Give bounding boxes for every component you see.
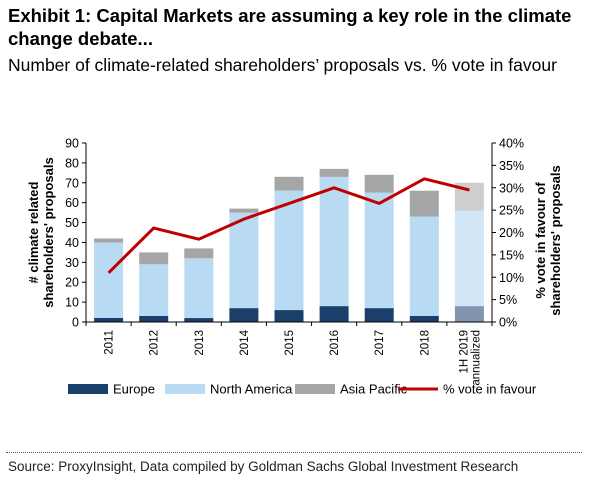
y-right-tick-label-4: 20% (499, 226, 524, 240)
bar-europe-0 (94, 318, 124, 322)
x-tick-label-6: 2017 (374, 330, 386, 356)
bar-asia-pacific-6 (364, 174, 394, 193)
y-left-tick-label-5: 50 (65, 216, 79, 230)
y-left-tick-label-8: 80 (65, 156, 79, 170)
bar-asia-pacific-7 (409, 190, 439, 217)
legend-label-0: Europe (113, 382, 155, 397)
legend-swatch-2 (295, 384, 335, 394)
bar-asia-pacific-4 (274, 176, 304, 191)
y-left-tick-label-0: 0 (72, 316, 79, 330)
y-right-tick-label-2: 10% (499, 271, 524, 285)
bar-north-america-7 (409, 216, 439, 316)
y-left-tick-label-2: 20 (65, 276, 79, 290)
y-right-tick-label-0: 0% (499, 316, 517, 330)
chart-title: Exhibit 1: Capital Markets are assuming … (8, 5, 572, 49)
y-axis-right-title: % vote in favour ofshareholders' proposa… (533, 165, 563, 315)
bar-asia-pacific-0 (94, 238, 124, 243)
y-right-tick-label-5: 25% (499, 204, 524, 218)
x-tick-label-5: 2016 (329, 330, 341, 356)
legend: Europe North America Asia Pacific % vote in… (68, 382, 537, 397)
bar-europe-4 (274, 310, 304, 322)
bar-north-america-1 (139, 264, 169, 316)
y-right-tick-label-3: 15% (499, 248, 524, 262)
y-left-tick-label-9: 90 (65, 137, 79, 151)
x-tick-label-0: 2011 (104, 330, 116, 355)
bar-europe-6 (364, 308, 394, 322)
legend-swatch-0 (68, 384, 108, 394)
legend-label-3: % vote in favour (443, 382, 537, 397)
bar-north-america-0 (94, 242, 124, 318)
legend-label-1: North America (210, 382, 293, 397)
x-tick-label-8: 1H 2019annualized (458, 330, 482, 386)
y-right-tick-label-8: 40% (499, 137, 524, 151)
bar-asia-pacific-2 (184, 248, 214, 259)
x-tick-label-2: 2013 (194, 330, 206, 356)
bar-north-america-6 (364, 192, 394, 309)
bar-europe-1 (139, 316, 169, 322)
bar-north-america-4 (274, 190, 304, 310)
bar-north-america-8 (454, 210, 484, 307)
bar-north-america-2 (184, 258, 214, 319)
x-tick-label-1: 2012 (149, 330, 161, 356)
legend-label-2: Asia Pacific (340, 382, 408, 397)
y-left-tick-label-4: 40 (65, 236, 79, 250)
bar-europe-2 (184, 318, 214, 322)
chart-canvas: 0 10 20 30 40 50 60 70 80 90 0% 5% 10% 15% 20% 25% 30% 35… (26, 137, 563, 397)
y-right-tick-label-6: 30% (499, 181, 524, 195)
y-axis-left-title: # climate relatedshareholders' proposals (26, 157, 56, 307)
bar-asia-pacific-3 (229, 208, 259, 213)
bar-europe-5 (319, 306, 349, 322)
x-tick-label-3: 2014 (239, 329, 251, 355)
y-left-tick-label-7: 70 (65, 176, 79, 190)
bar-asia-pacific-1 (139, 252, 169, 265)
bar-north-america-5 (319, 176, 349, 307)
bar-europe-3 (229, 308, 259, 322)
y-left-tick-label-3: 30 (65, 256, 79, 270)
footer-divider (6, 452, 582, 453)
line-vote-in-favour (107, 177, 470, 274)
y-right-tick-label-7: 35% (499, 159, 524, 173)
x-tick-label-7: 2018 (419, 330, 431, 356)
chart-subtitle: Number of climate-related shareholders’ … (8, 55, 557, 75)
plot-area: 0 10 20 30 40 50 60 70 80 90 0% 5% 10% 15% 20% 25% 30% 35… (26, 137, 563, 386)
y-right-tick-label-1: 5% (499, 293, 517, 307)
x-tick-label-4: 2015 (284, 330, 296, 356)
bar-europe-7 (409, 316, 439, 322)
y-left-tick-label-6: 60 (65, 196, 79, 210)
legend-swatch-1 (165, 384, 205, 394)
bar-north-america-3 (229, 212, 259, 309)
source-note: Source: ProxyInsight, Data compiled by G… (8, 459, 519, 474)
y-left-tick-label-1: 10 (65, 296, 79, 310)
bar-asia-pacific-5 (319, 168, 349, 177)
bar-europe-8 (454, 306, 484, 322)
